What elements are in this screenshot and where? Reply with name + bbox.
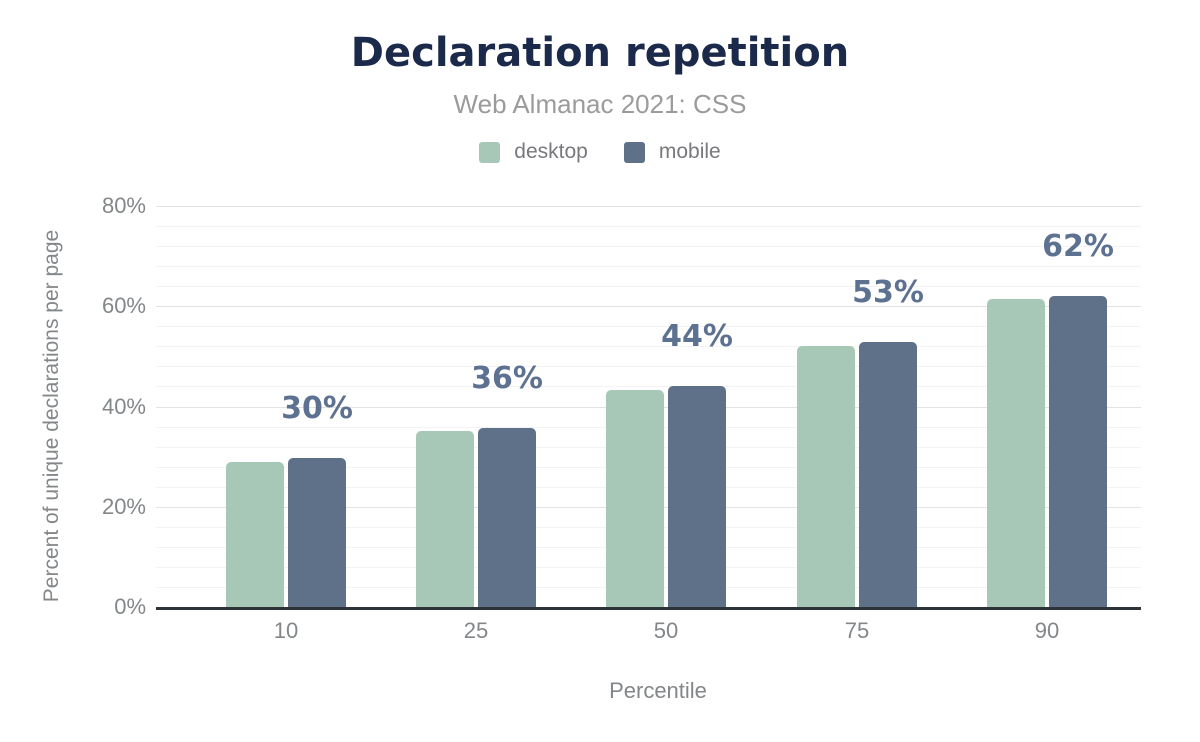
minor-gridline-76 xyxy=(156,226,1141,227)
major-gridline-60 xyxy=(156,306,1141,307)
y-tick-label-40: 40% xyxy=(101,394,146,419)
legend-swatch-mobile xyxy=(623,141,645,163)
bar-value-label-p10: 30% xyxy=(281,391,353,426)
legend-label-desktop: desktop xyxy=(514,140,588,163)
y-tick-label-60: 60% xyxy=(101,293,146,318)
bar-value-label-p50: 44% xyxy=(661,319,733,354)
minor-gridline-72 xyxy=(156,246,1141,247)
legend: desktop mobile xyxy=(0,140,1200,164)
plot-area xyxy=(156,206,1141,610)
x-tick-label-90: 90 xyxy=(1034,618,1060,643)
minor-gridline-68 xyxy=(156,266,1141,267)
minor-gridline-56 xyxy=(156,326,1141,327)
bar-value-label-p75: 53% xyxy=(852,275,924,310)
chart-title: Declaration repetition xyxy=(350,30,850,76)
x-axis-line xyxy=(156,607,1141,610)
x-tick-label-25: 25 xyxy=(463,618,489,643)
minor-gridline-52 xyxy=(156,346,1141,347)
legend-label-mobile: mobile xyxy=(658,140,721,163)
bar-mobile-p25 xyxy=(478,428,536,607)
x-tick-label-10: 10 xyxy=(273,618,299,643)
bar-mobile-p90 xyxy=(1049,296,1107,607)
x-tick-label-50: 50 xyxy=(653,618,679,643)
chart-subtitle: Web Almanac 2021: CSS xyxy=(453,89,747,119)
y-tick-label-0: 0% xyxy=(114,594,146,619)
bar-desktop-p75 xyxy=(797,346,855,607)
y-tick-label-80: 80% xyxy=(101,193,146,218)
bar-mobile-p75 xyxy=(859,342,917,607)
minor-gridline-48 xyxy=(156,366,1141,367)
legend-item-mobile: mobile xyxy=(623,140,721,164)
y-tick-label-20: 20% xyxy=(101,494,146,519)
bar-desktop-p50 xyxy=(606,390,664,607)
x-tick-label-75: 75 xyxy=(844,618,870,643)
x-axis-title: Percentile xyxy=(609,678,707,703)
bar-desktop-p25 xyxy=(416,431,474,607)
bar-mobile-p50 xyxy=(668,386,726,607)
bar-desktop-p90 xyxy=(987,299,1045,607)
bar-value-label-p90: 62% xyxy=(1042,229,1114,264)
legend-swatch-desktop xyxy=(479,141,501,163)
minor-gridline-64 xyxy=(156,286,1141,287)
minor-gridline-44 xyxy=(156,386,1141,387)
bar-value-label-p25: 36% xyxy=(471,361,543,396)
legend-item-desktop: desktop xyxy=(479,140,588,164)
bar-mobile-p10 xyxy=(288,458,346,607)
bar-desktop-p10 xyxy=(226,462,284,607)
major-gridline-80 xyxy=(156,206,1141,207)
